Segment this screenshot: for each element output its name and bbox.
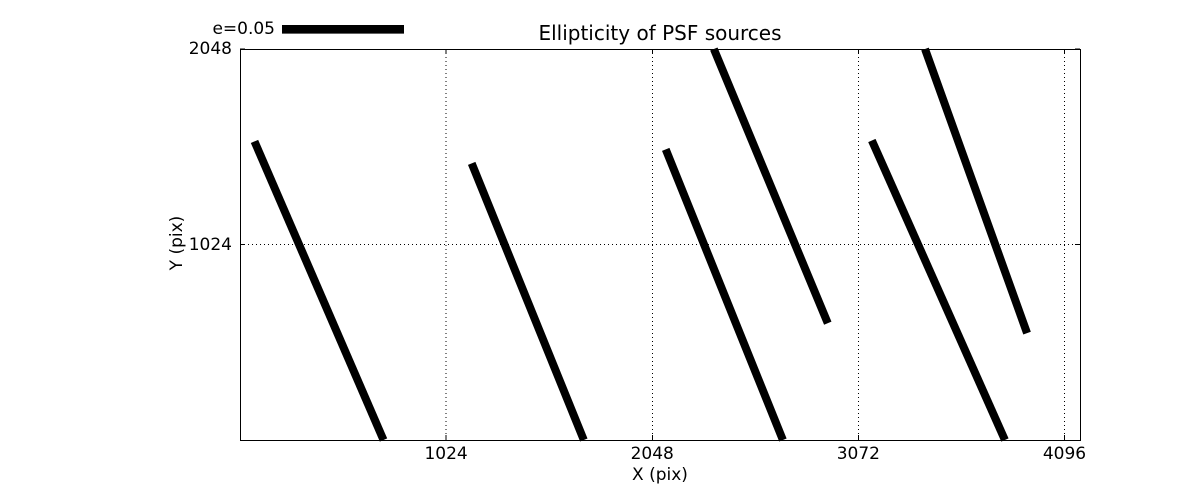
y-tick-label: 1024 <box>188 234 232 255</box>
y-axis-label: Y (pix) <box>167 215 187 271</box>
legend-label: e=0.05 <box>212 19 275 39</box>
x-tick-label: 3072 <box>836 444 880 464</box>
whisker-2 <box>467 161 588 442</box>
y-tick-label: 2048 <box>188 39 232 59</box>
axes-frame <box>239 48 1082 442</box>
x-tick-label: 2048 <box>630 444 674 464</box>
whisker-3 <box>662 147 787 442</box>
whisker-6 <box>921 47 1031 335</box>
whisker-4 <box>710 47 832 325</box>
x-axis-label: X (pix) <box>632 465 688 485</box>
whisker-5 <box>868 138 1009 442</box>
whisker-1 <box>250 139 388 442</box>
x-tick-label: 1024 <box>424 444 468 464</box>
chart-title: Ellipticity of PSF sources <box>538 21 782 45</box>
x-tick-label: 4096 <box>1042 444 1087 464</box>
